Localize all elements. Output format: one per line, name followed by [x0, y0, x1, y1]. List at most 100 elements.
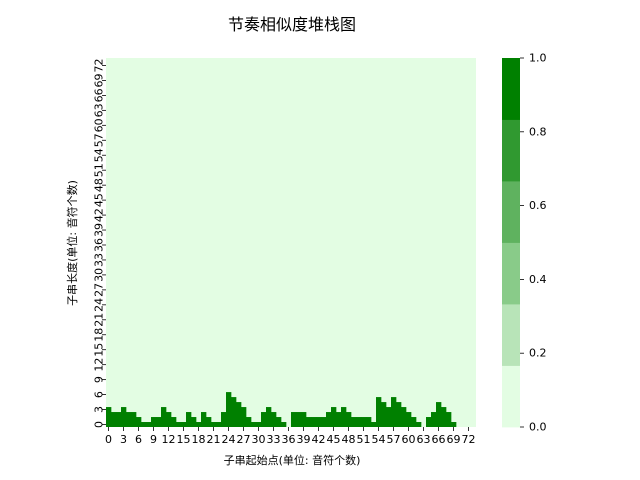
colorbar-tick-label: 0.2 [529, 347, 547, 360]
colorbar-segment [502, 365, 520, 428]
y-tick-label: 69 [93, 73, 106, 87]
stack-bar-61 [411, 417, 417, 427]
y-tick-label: 39 [93, 223, 106, 237]
stack-bar-47 [341, 407, 347, 427]
stack-bar-7 [141, 422, 147, 427]
stack-bar-37 [291, 412, 297, 427]
x-axis-ticks: 0 3 6 9 12 15 18 21 24 27 30 33 36 39 42 45 48 51 54 57 60 63… [105, 427, 476, 446]
x-tick-label: 24 [222, 433, 236, 446]
stack-bar-31 [261, 412, 267, 427]
stack-bar-2 [116, 412, 122, 427]
colorbar: 0.0 0.2 0.4 0.6 0.8 1.0 [502, 52, 547, 434]
y-tick-label: 18 [93, 328, 106, 342]
colorbar-segment [502, 304, 520, 366]
stack-bar-51 [361, 417, 367, 427]
stack-bar-14 [176, 422, 182, 427]
stack-bar-50 [356, 417, 362, 427]
y-tick-label: 3 [93, 406, 106, 413]
y-tick-label: 72 [93, 58, 106, 72]
x-tick-label: 48 [342, 433, 356, 446]
y-tick-label: 63 [93, 103, 106, 117]
x-tick-label: 21 [207, 433, 221, 446]
stack-bar-57 [391, 397, 397, 427]
x-tick-label: 72 [462, 433, 476, 446]
x-tick-label: 3 [120, 433, 127, 446]
stack-bar-38 [296, 412, 302, 427]
y-tick-label: 6 [93, 391, 106, 398]
stack-bar-23 [221, 412, 227, 427]
x-tick-label: 18 [192, 433, 206, 446]
stack-bar-30 [256, 422, 262, 427]
y-axis-ticks: 0369121518212427303336394245485154576063… [93, 58, 106, 428]
stack-bar-62 [416, 422, 422, 427]
y-tick-label: 66 [93, 88, 106, 102]
x-tick-label: 15 [177, 433, 191, 446]
stack-bar-41 [311, 417, 317, 427]
stack-bar-56 [386, 407, 392, 427]
x-tick-label: 9 [150, 433, 157, 446]
x-tick-label: 36 [282, 433, 296, 446]
colorbar-tick-label: 1.0 [529, 52, 547, 65]
stack-bar-1 [111, 412, 117, 427]
y-tick-label: 9 [93, 376, 106, 383]
x-tick-label: 60 [402, 433, 416, 446]
stack-bar-45 [331, 407, 337, 427]
stack-bar-18 [196, 422, 202, 427]
stack-bar-44 [326, 412, 332, 427]
stack-bar-54 [376, 397, 382, 427]
stack-bar-46 [336, 412, 342, 427]
stack-bar-16 [186, 412, 192, 427]
stack-bar-66 [436, 402, 442, 427]
stack-bar-13 [171, 417, 177, 427]
y-tick-label: 15 [93, 343, 106, 357]
stack-bar-0 [106, 407, 112, 427]
stack-bar-69 [451, 422, 457, 427]
stack-bar-27 [241, 407, 247, 427]
stack-bar-25 [231, 397, 237, 427]
heatmap-cells [106, 392, 457, 427]
stack-bar-43 [321, 417, 327, 427]
x-tick-label: 54 [372, 433, 386, 446]
x-tick-label: 0 [105, 433, 112, 446]
y-tick-label: 45 [93, 193, 106, 207]
x-tick-label: 51 [357, 433, 371, 446]
chart-title: 节奏相似度堆栈图 [228, 15, 356, 34]
x-tick-label: 66 [432, 433, 446, 446]
colorbar-segment [502, 58, 520, 120]
colorbar-segment [502, 181, 520, 243]
stack-bar-59 [401, 407, 407, 427]
stack-bar-67 [441, 407, 447, 427]
stack-bar-28 [246, 417, 252, 427]
x-tick-label: 33 [267, 433, 281, 446]
stack-bar-65 [431, 412, 437, 427]
stack-bar-39 [301, 412, 307, 427]
stack-bar-26 [236, 402, 242, 427]
stack-bar-40 [306, 417, 312, 427]
stack-bar-32 [266, 407, 272, 427]
x-tick-label: 30 [252, 433, 266, 446]
stack-bar-33 [271, 412, 277, 427]
y-tick-label: 54 [93, 148, 106, 162]
stack-bar-15 [181, 422, 187, 427]
x-tick-label: 27 [237, 433, 251, 446]
stack-bar-64 [426, 417, 432, 427]
stack-bar-17 [191, 417, 197, 427]
stack-bar-53 [371, 422, 377, 427]
y-tick-label: 12 [93, 358, 106, 372]
y-tick-label: 51 [93, 163, 106, 177]
x-tick-label: 63 [417, 433, 431, 446]
x-tick-label: 69 [447, 433, 461, 446]
y-axis-label: 子串长度(单位: 音符个数) [65, 180, 79, 306]
colorbar-segment [502, 119, 520, 182]
y-tick-label: 21 [93, 313, 106, 327]
heatmap-background [106, 58, 476, 427]
stack-bar-9 [151, 417, 157, 427]
stack-bar-35 [281, 422, 287, 427]
stack-bar-21 [211, 422, 217, 427]
colorbar-segment [502, 242, 520, 305]
stack-bar-22 [216, 422, 222, 427]
stack-bar-8 [146, 422, 152, 427]
x-tick-label: 42 [312, 433, 326, 446]
y-tick-label: 33 [93, 253, 106, 267]
